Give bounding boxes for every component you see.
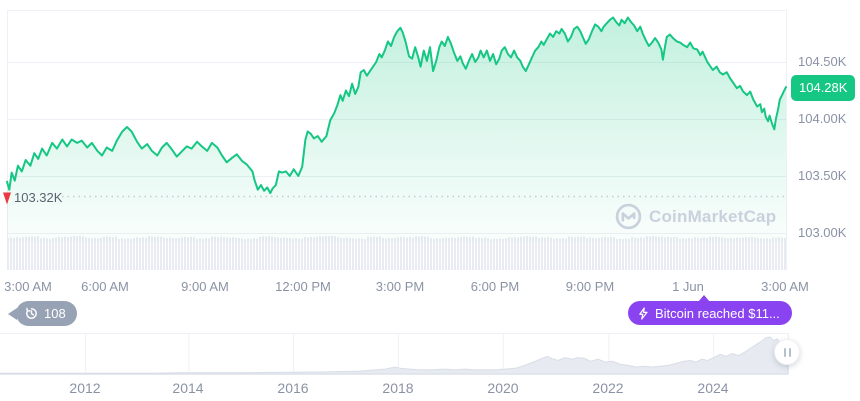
time-axis-label: 3:00 AM xyxy=(761,279,809,294)
time-axis-label: 6:00 AM xyxy=(81,279,129,294)
event-badge[interactable]: Bitcoin reached $11... xyxy=(628,295,792,325)
minimap-scrubber[interactable] xyxy=(0,331,800,375)
y-axis-tick-label: 103.00K xyxy=(798,225,847,240)
time-axis-label: 1 Jun xyxy=(672,279,704,294)
price-line xyxy=(6,16,787,195)
y-axis-tick-label: 103.50K xyxy=(798,168,847,183)
time-axis-label: 3:00 PM xyxy=(375,279,425,294)
time-axis-label: 6:00 PM xyxy=(470,279,520,294)
low-marker-icon xyxy=(3,192,11,205)
coinmarketcap-logo-icon xyxy=(615,203,642,230)
time-axis-label: 9:00 PM xyxy=(565,279,615,294)
volume-bars xyxy=(7,235,786,270)
year-label: 2022 xyxy=(592,380,624,396)
history-clock-icon xyxy=(26,307,37,319)
minimap-area xyxy=(0,336,789,375)
coinmarketcap-watermark: CoinMarketCap xyxy=(615,203,776,230)
pause-icon xyxy=(783,347,786,357)
year-label: 2016 xyxy=(277,380,309,396)
year-label: 2018 xyxy=(382,380,414,396)
time-axis-label: 3:00 AM xyxy=(4,279,52,294)
minimap-drag-handle[interactable] xyxy=(774,339,800,365)
lightning-icon xyxy=(639,306,648,320)
watermark-text: CoinMarketCap xyxy=(649,206,777,226)
current-price-badge: 104.28K xyxy=(791,75,856,101)
y-axis-tick-label: 104.00K xyxy=(798,111,847,126)
history-events-badge[interactable]: 108 xyxy=(16,301,77,326)
session-low-label: 103.32K xyxy=(14,190,63,205)
time-axis-label: 9:00 AM xyxy=(181,279,229,294)
year-label: 2024 xyxy=(697,380,729,396)
price-area xyxy=(7,17,786,242)
history-count: 108 xyxy=(44,306,66,321)
year-label: 2012 xyxy=(69,380,101,396)
event-text: Bitcoin reached $11... xyxy=(655,305,780,321)
time-axis-label: 12:00 PM xyxy=(275,279,331,294)
year-label: 2014 xyxy=(172,380,204,396)
y-axis-tick-label: 104.50K xyxy=(798,54,847,69)
price-chart[interactable] xyxy=(0,0,860,330)
year-label: 2020 xyxy=(487,380,519,396)
